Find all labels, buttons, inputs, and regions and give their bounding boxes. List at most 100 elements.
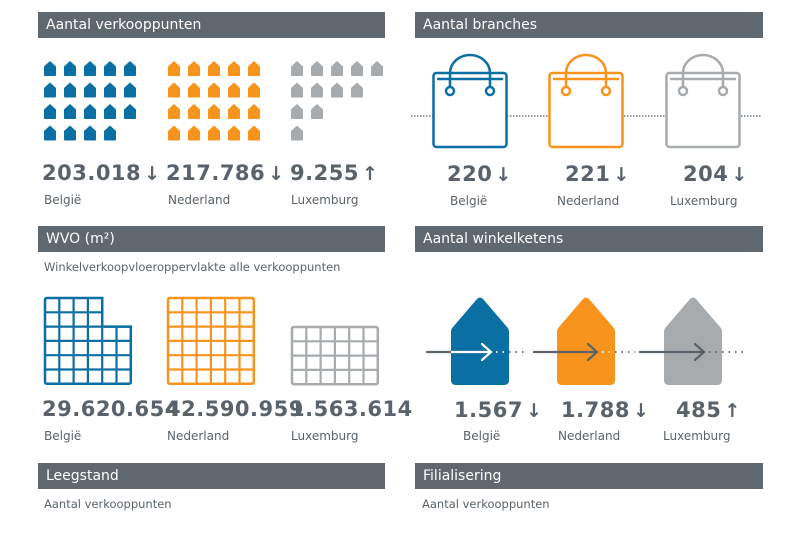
arrow-down-icon: ↓ xyxy=(495,164,512,186)
chain-houses-illustration xyxy=(425,297,743,385)
house-icon xyxy=(64,82,76,98)
arrow-up-icon: ↑ xyxy=(724,400,741,422)
house-icon xyxy=(208,82,220,98)
house-icon xyxy=(228,104,240,119)
house-icon-luxembourg xyxy=(664,297,722,385)
country-label-luxembourg: Luxemburg xyxy=(663,429,731,443)
house-icon xyxy=(188,82,200,98)
house-icon-grid-netherlands xyxy=(168,61,268,155)
country-label-netherlands: Nederland xyxy=(168,193,231,207)
shopping-bag-icon-belgium xyxy=(432,53,508,149)
house-icon xyxy=(228,82,240,98)
filialisering-subtitle: Aantal verkooppunten xyxy=(422,497,550,511)
country-label-belgium: België xyxy=(44,429,82,443)
wvo-value-netherlands: 42.590.959 xyxy=(166,397,304,421)
house-icon xyxy=(291,125,303,141)
arrow-up-icon: ↑ xyxy=(361,163,379,185)
house-icon xyxy=(248,61,260,76)
grid-outline xyxy=(166,296,256,386)
house-icon-grid-belgium xyxy=(44,61,144,155)
house-icon xyxy=(291,104,303,119)
wvo-subtitle: Winkelverkoopvloeroppervlakte alle verko… xyxy=(44,260,341,274)
section-header-wvo: WVO (m²) xyxy=(38,226,385,252)
section-header-verkooppunten: Aantal verkooppunten xyxy=(38,12,385,38)
house-icon xyxy=(64,61,76,76)
house-icon xyxy=(104,61,116,76)
arrow-down-icon: ↓ xyxy=(632,400,650,422)
house-icon xyxy=(84,104,96,119)
arrow-down-icon: ↓ xyxy=(731,164,748,186)
grid-outline xyxy=(290,325,380,386)
house-icon xyxy=(44,125,56,141)
country-label-belgium: België xyxy=(450,194,488,208)
house-icon xyxy=(311,82,323,98)
house-icon xyxy=(228,125,240,141)
house-icon-belgium xyxy=(451,297,509,385)
winkelketens-value-luxembourg: 485 ↑ xyxy=(676,398,741,422)
house-icon xyxy=(371,61,383,76)
house-icon xyxy=(188,61,200,76)
shopping-bag-icon-luxembourg xyxy=(665,53,741,149)
house-icon xyxy=(248,104,260,119)
house-icon xyxy=(188,125,200,141)
country-label-netherlands: Nederland xyxy=(558,429,621,443)
country-label-luxembourg: Luxemburg xyxy=(670,194,738,208)
house-icon xyxy=(168,82,180,98)
grid-outline xyxy=(43,296,133,386)
house-icon xyxy=(104,82,116,98)
shopping-bag-icon-netherlands xyxy=(548,53,624,149)
house-icon xyxy=(351,82,363,98)
country-label-netherlands: Nederland xyxy=(167,429,230,443)
section-header-winkelketens: Aantal winkelketens xyxy=(415,226,763,252)
house-icon xyxy=(311,61,323,76)
house-icon xyxy=(104,125,116,141)
house-icon xyxy=(208,104,220,119)
arrow-down-icon: ↓ xyxy=(525,400,543,422)
arrow-down-icon: ↓ xyxy=(268,163,285,185)
house-icon xyxy=(84,125,96,141)
house-icon xyxy=(44,104,56,119)
house-icon-grid-luxembourg xyxy=(291,61,391,155)
house-icon xyxy=(311,104,323,119)
winkelketens-value-belgium: 1.567 ↓ xyxy=(454,398,543,422)
house-icon xyxy=(331,61,343,76)
floor-grid-icon-netherlands xyxy=(166,296,256,386)
house-icon xyxy=(44,82,56,98)
branches-value-belgium: 220 ↓ xyxy=(447,162,512,186)
house-icon xyxy=(44,61,56,76)
leegstand-subtitle: Aantal verkooppunten xyxy=(44,497,172,511)
section-header-leegstand: Leegstand xyxy=(38,463,385,489)
verkooppunten-value-luxembourg: 9.255 ↑ xyxy=(290,161,379,185)
house-icon xyxy=(124,104,136,119)
branches-value-luxembourg: 204 ↓ xyxy=(683,162,748,186)
wvo-value-belgium: 29.620.654 xyxy=(42,397,180,421)
house-icon xyxy=(168,61,180,76)
country-label-belgium: België xyxy=(463,429,501,443)
country-label-netherlands: Nederland xyxy=(557,194,620,208)
house-icon xyxy=(124,61,136,76)
wvo-value-luxembourg: 1.563.614 xyxy=(290,397,413,421)
house-icon xyxy=(188,104,200,119)
house-icon xyxy=(168,104,180,119)
house-icon xyxy=(64,125,76,141)
house-icon xyxy=(248,82,260,98)
house-icon xyxy=(291,82,303,98)
arrow-down-icon: ↓ xyxy=(613,164,630,186)
winkelketens-value-netherlands: 1.788 ↓ xyxy=(561,398,650,422)
branches-value-netherlands: 221 ↓ xyxy=(565,162,630,186)
house-icon xyxy=(331,82,343,98)
house-icon xyxy=(64,104,76,119)
house-icon xyxy=(351,61,363,76)
country-label-belgium: België xyxy=(44,193,82,207)
country-label-luxembourg: Luxemburg xyxy=(291,193,359,207)
arrow-down-icon: ↓ xyxy=(144,163,161,185)
house-icon xyxy=(208,125,220,141)
floor-grid-icon-luxembourg xyxy=(290,325,380,386)
house-icon xyxy=(84,82,96,98)
house-icon xyxy=(124,82,136,98)
house-icon xyxy=(291,61,303,76)
house-icon xyxy=(104,104,116,119)
verkooppunten-value-belgium: 203.018 ↓ xyxy=(42,161,161,185)
house-icon xyxy=(248,125,260,141)
house-icon xyxy=(168,125,180,141)
